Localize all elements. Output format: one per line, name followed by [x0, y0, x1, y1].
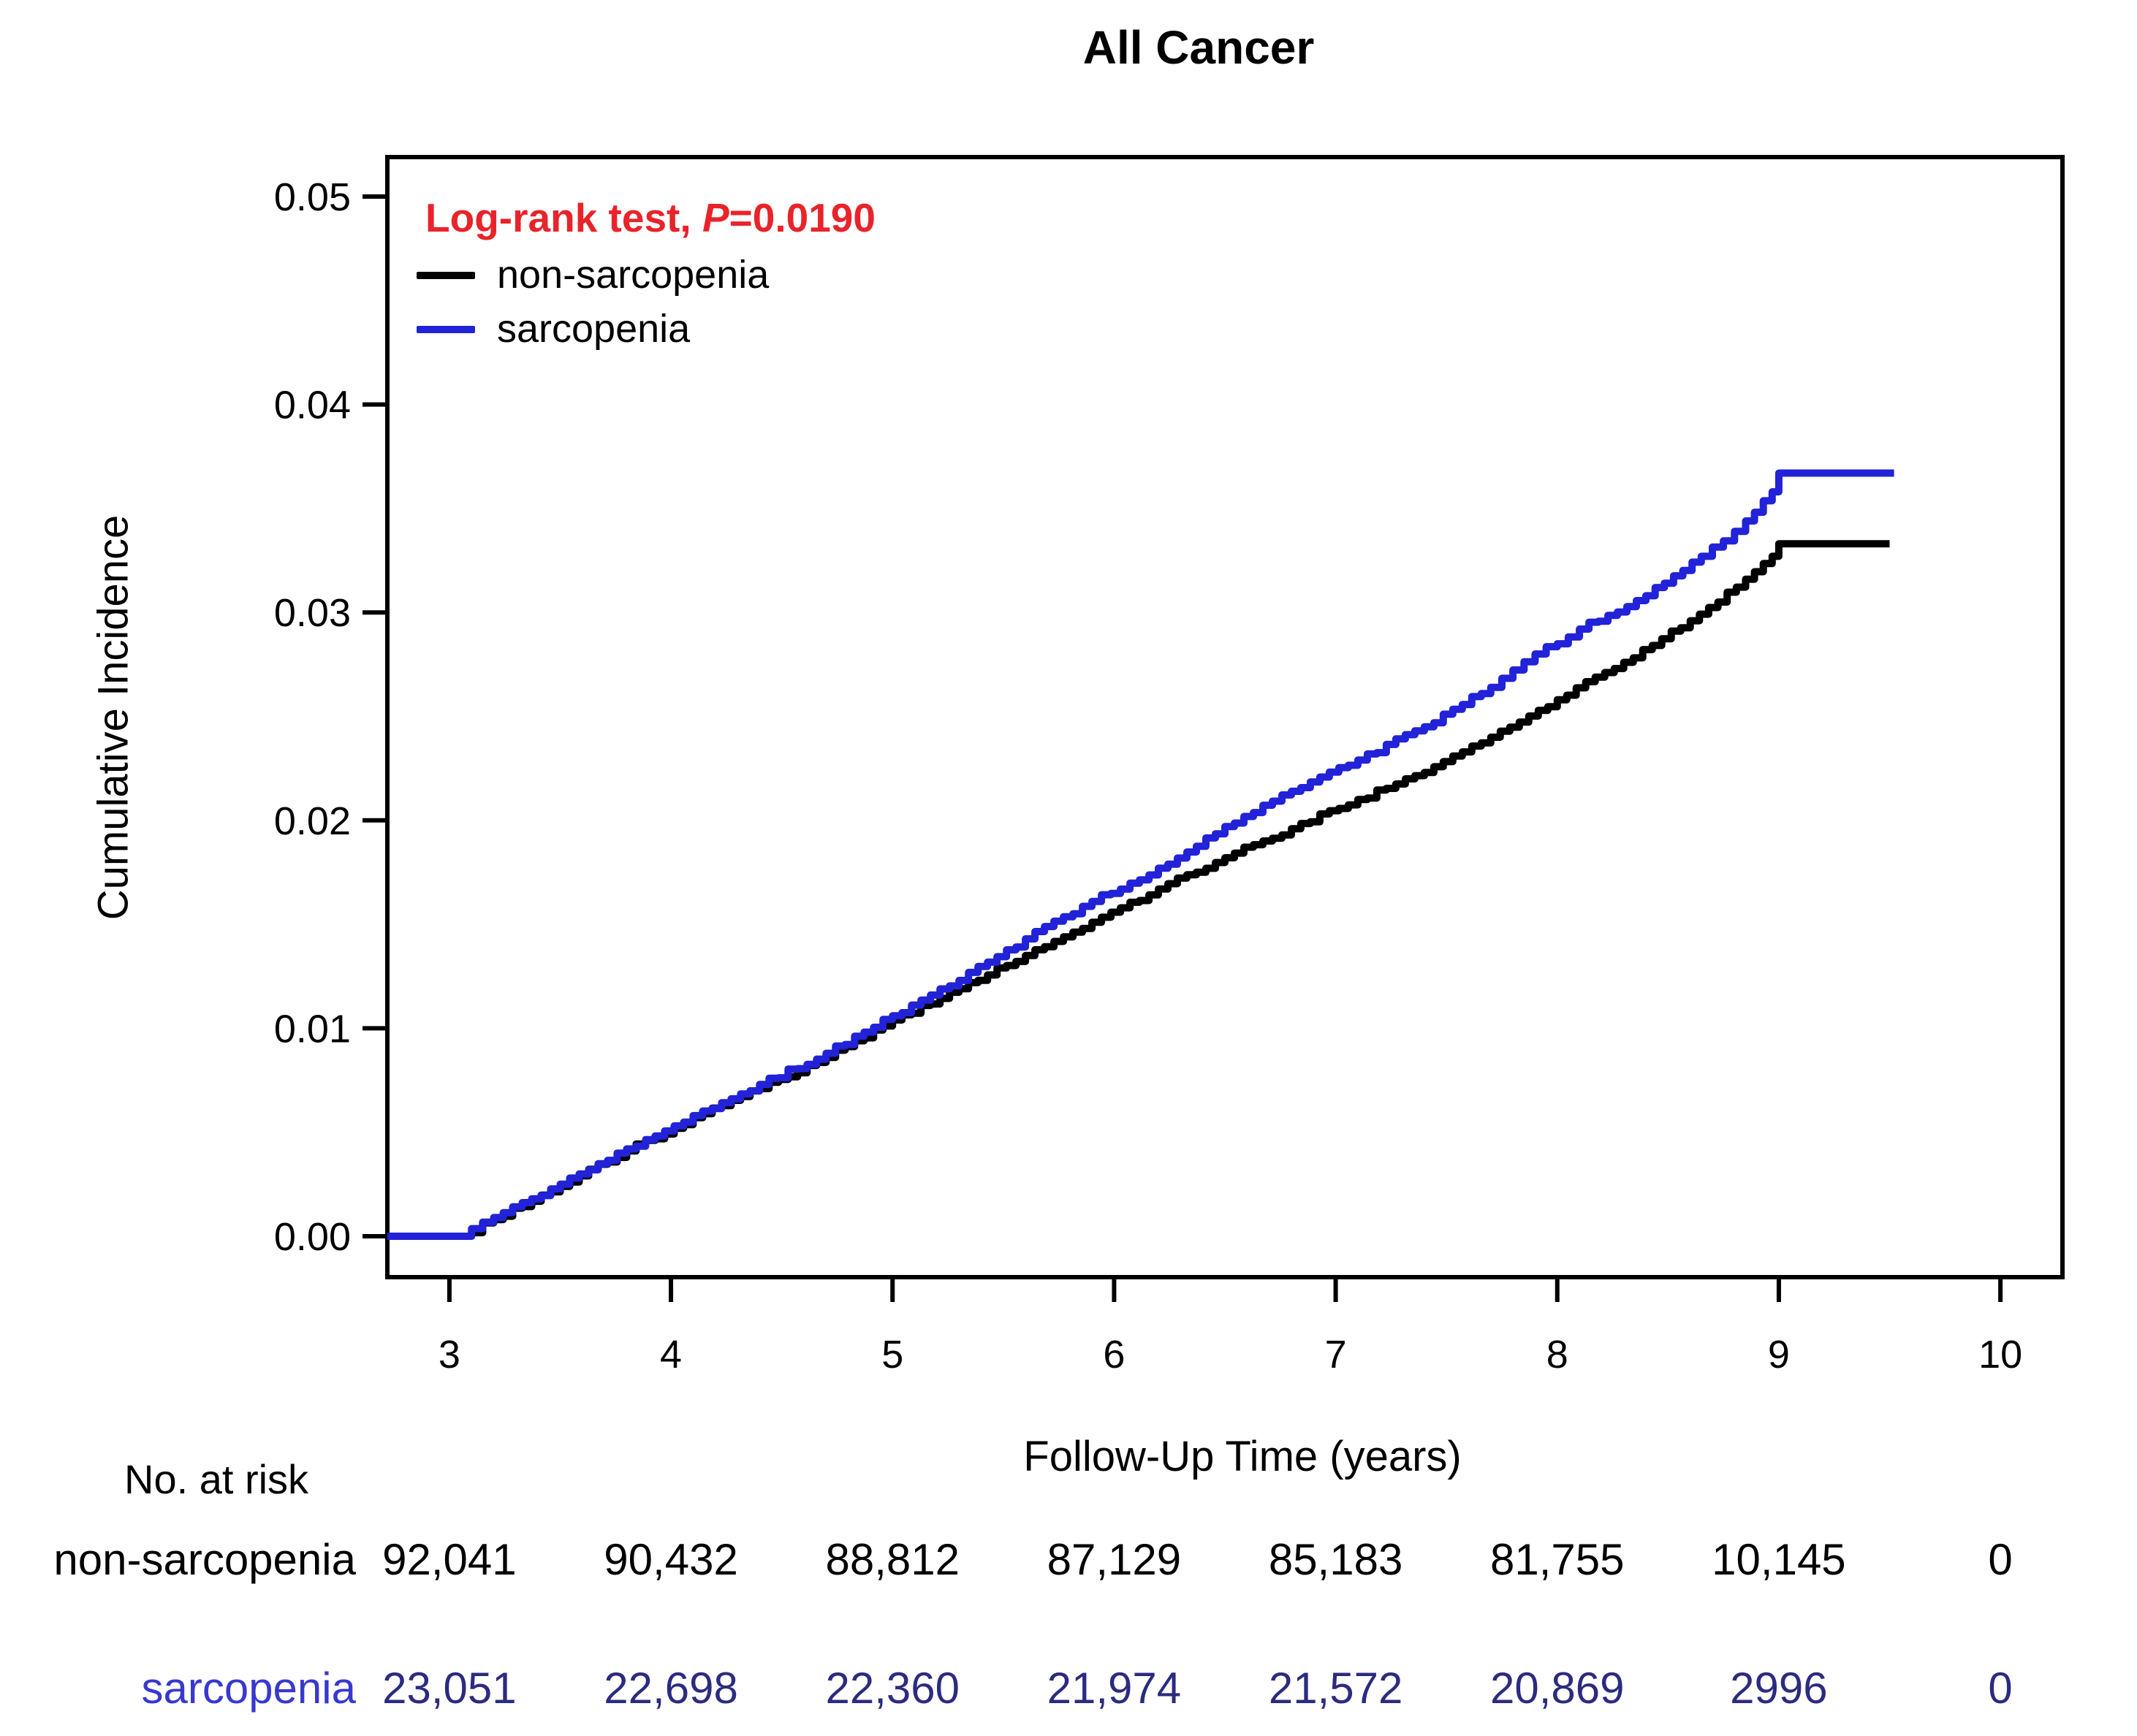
logrank-prefix: Log-rank test,	[425, 195, 702, 240]
plot-border	[385, 155, 2065, 1279]
risk-row-label-non-sarcopenia: non-sarcopenia	[53, 1535, 356, 1584]
x-tick-label: 10	[1978, 1333, 2022, 1377]
risk-count-non-sarcopenia-year-10: 0	[1988, 1535, 2013, 1584]
legend-label-sarcopenia: sarcopenia	[497, 307, 691, 351]
x-tick-label: 5	[881, 1333, 903, 1377]
legend-label-non-sarcopenia: non-sarcopenia	[497, 253, 770, 297]
x-tick-label: 9	[1768, 1333, 1790, 1377]
risk-count-non-sarcopenia-year-8: 81,755	[1489, 1535, 1625, 1584]
risk-count-sarcopenia-year-7: 21,572	[1268, 1664, 1403, 1713]
curve-sarcopenia	[387, 469, 1894, 1240]
risk-count-non-sarcopenia-year-9: 10,145	[1712, 1535, 1846, 1584]
risk-count-non-sarcopenia-year-5: 88,812	[825, 1535, 960, 1584]
logrank-annotation: Log-rank test, P=0.0190	[425, 194, 876, 241]
risk-count-sarcopenia-year-10: 0	[1988, 1664, 2013, 1713]
curve-non-sarcopenia	[387, 540, 1890, 1240]
non-sarcopenia-line-swatch-icon	[417, 272, 475, 279]
risk-row-label-sarcopenia: sarcopenia	[141, 1664, 356, 1713]
risk-count-sarcopenia-year-6: 21,974	[1047, 1664, 1182, 1713]
risk-table-header: No. at risk	[124, 1456, 309, 1502]
x-tick-label: 6	[1103, 1333, 1125, 1377]
y-tick-label: 0.01	[274, 1007, 351, 1051]
y-tick-label: 0.05	[274, 175, 351, 219]
risk-count-non-sarcopenia-year-3: 92,041	[382, 1535, 517, 1584]
x-tick-label: 3	[439, 1333, 460, 1377]
sarcopenia-line-swatch-icon	[417, 326, 475, 333]
y-tick-label: 0.04	[274, 384, 351, 427]
risk-count-sarcopenia-year-8: 20,869	[1489, 1664, 1625, 1713]
x-tick-label: 7	[1325, 1333, 1347, 1377]
x-tick-label: 4	[660, 1333, 682, 1377]
logrank-pvalue: =0.0190	[729, 195, 876, 240]
chart-title: All Cancer	[1082, 21, 1315, 74]
y-tick-label: 0.02	[274, 799, 351, 843]
y-axis-title: Cumulative Incidence	[89, 514, 137, 921]
y-tick-label: 0.00	[274, 1215, 351, 1259]
risk-count-sarcopenia-year-4: 22,698	[604, 1664, 738, 1713]
risk-count-sarcopenia-year-5: 22,360	[825, 1664, 960, 1713]
risk-count-non-sarcopenia-year-7: 85,183	[1268, 1535, 1403, 1584]
logrank-p-symbol: P	[702, 195, 729, 240]
risk-count-non-sarcopenia-year-4: 90,432	[604, 1535, 738, 1584]
x-axis-title: Follow-Up Time (years)	[1023, 1433, 1462, 1480]
x-tick-label: 8	[1546, 1333, 1568, 1377]
risk-count-sarcopenia-year-9: 2996	[1730, 1664, 1828, 1713]
y-tick-label: 0.03	[274, 591, 351, 635]
risk-count-non-sarcopenia-year-6: 87,129	[1047, 1535, 1182, 1584]
risk-count-sarcopenia-year-3: 23,051	[382, 1664, 517, 1713]
